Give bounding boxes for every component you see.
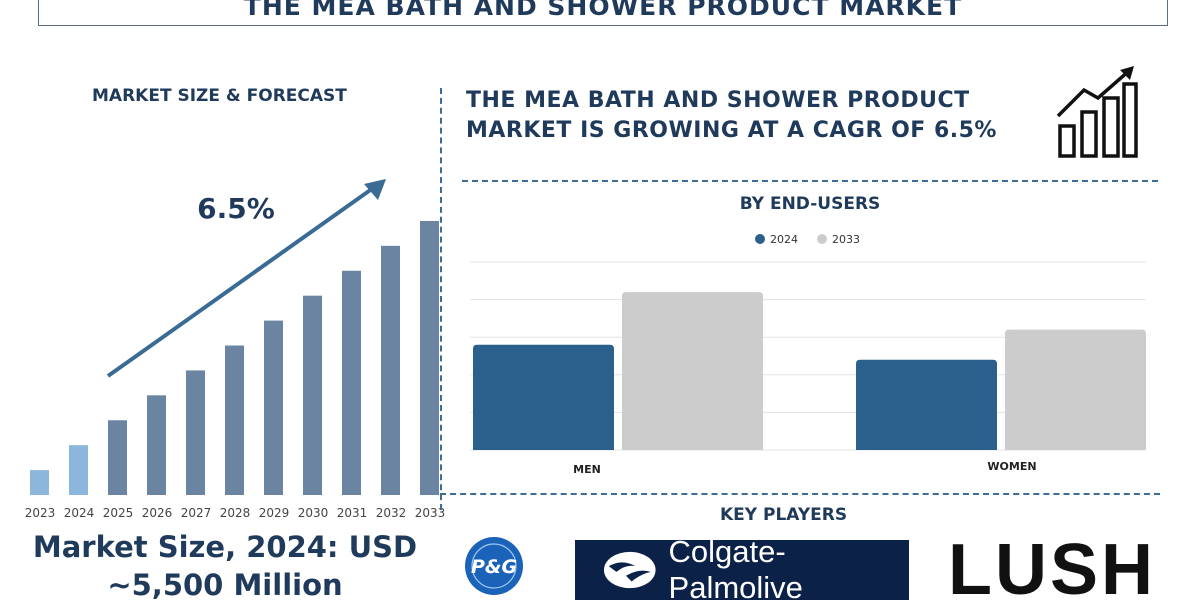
market-size-text: Market Size, 2024: USD ~5,500 Million xyxy=(0,528,450,600)
forecast-tick-2025: 2025 xyxy=(103,506,134,520)
category-label-men: MEN xyxy=(573,463,601,476)
key-players-heading: KEY PLAYERS xyxy=(720,505,848,525)
category-label-women: WOMEN xyxy=(987,460,1036,473)
forecast-bar-2024 xyxy=(69,445,88,495)
forecast-tick-2029: 2029 xyxy=(259,506,290,520)
page-title: THE MEA BATH AND SHOWER PRODUCT MARKET xyxy=(243,0,963,21)
market-size-line2: ~5,500 Million xyxy=(107,568,343,600)
colgate-mark-icon xyxy=(603,551,656,589)
forecast-tick-2028: 2028 xyxy=(220,506,251,520)
forecast-tick-2026: 2026 xyxy=(142,506,173,520)
end-users-heading: BY END-USERS xyxy=(739,194,881,214)
market-size-heading: MARKET SIZE & FORECAST xyxy=(92,86,347,106)
lush-logo: LUSH xyxy=(948,530,1156,600)
forecast-tick-2032: 2032 xyxy=(376,506,407,520)
bar-men-2024 xyxy=(473,344,614,450)
cagr-line2: MARKET IS GROWING AT A CAGR OF 6.5% xyxy=(466,118,997,143)
horizontal-divider-top xyxy=(462,180,1158,182)
bar-women-2024 xyxy=(856,359,997,450)
forecast-bar-2028 xyxy=(225,345,244,495)
pg-logo: P&G xyxy=(465,537,523,595)
pg-logo-text: P&G xyxy=(471,556,517,578)
forecast-tick-2024: 2024 xyxy=(64,506,95,520)
legend-marker-2033 xyxy=(817,234,827,244)
legend-marker-2024 xyxy=(755,234,765,244)
colgate-logo-text: Colgate-Palmolive xyxy=(668,534,803,600)
colgate-palmolive-logo: Colgate-Palmolive xyxy=(575,534,909,600)
forecast-bar-2025 xyxy=(108,420,127,495)
forecast-bar-2027 xyxy=(186,370,205,495)
bar-women-2033 xyxy=(1005,329,1146,450)
title-banner: THE MEA BATH AND SHOWER PRODUCT MARKET xyxy=(38,0,1168,26)
market-size-line1: Market Size, 2024: USD xyxy=(32,530,418,564)
legend-label-2024: 2024 xyxy=(770,233,798,246)
forecast-tick-2023: 2023 xyxy=(25,506,56,520)
forecast-bar-2033 xyxy=(420,220,439,495)
end-users-heading-wrap: BY END-USERS xyxy=(462,194,1158,224)
legend-label-2033: 2033 xyxy=(832,233,860,246)
bar-men-2033 xyxy=(622,292,763,450)
forecast-tick-2030: 2030 xyxy=(298,506,329,520)
forecast-tick-2031: 2031 xyxy=(337,506,368,520)
cagr-statement: THE MEA BATH AND SHOWER PRODUCT MARKET I… xyxy=(466,86,1046,146)
forecast-bar-2030 xyxy=(303,295,322,495)
cagr-annotation: 6.5% xyxy=(197,192,275,225)
forecast-bar-2026 xyxy=(147,395,166,495)
trend-arrow-icon xyxy=(364,179,386,200)
cagr-line1: THE MEA BATH AND SHOWER PRODUCT xyxy=(466,88,970,113)
vertical-divider xyxy=(440,88,442,510)
forecast-bar-2032 xyxy=(381,245,400,495)
end-users-bar-chart: 2024 2033 MEN WOMEN xyxy=(470,233,1146,476)
forecast-tick-2033: 2033 xyxy=(415,506,446,520)
forecast-bar-2023 xyxy=(30,470,49,495)
forecast-tick-2027: 2027 xyxy=(181,506,212,520)
forecast-bar-chart: 2023 2024 2025 2026 2027 2028 2029 2030 2031 2032… xyxy=(25,179,446,520)
trend-arrow-line xyxy=(106,184,378,378)
growth-chart-icon xyxy=(1056,66,1138,158)
forecast-bar-2029 xyxy=(264,320,283,495)
forecast-bar-2031 xyxy=(342,270,361,495)
horizontal-divider-bottom xyxy=(440,493,1160,495)
